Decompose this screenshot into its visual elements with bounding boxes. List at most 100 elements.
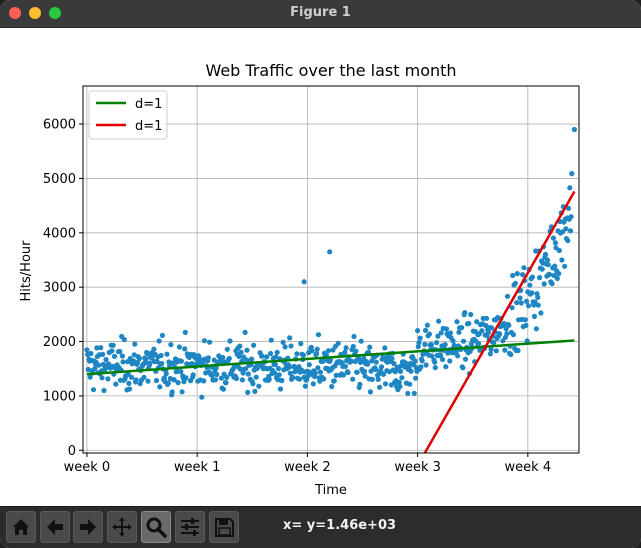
scatter-point [567, 185, 573, 191]
scatter-point [290, 375, 296, 381]
scatter-point [407, 381, 413, 387]
scatter-point [525, 303, 532, 309]
home-icon [13, 519, 29, 535]
scatter-point [396, 379, 402, 385]
zoom-window-button[interactable] [49, 7, 61, 19]
scatter-point [436, 318, 442, 324]
scatter-point [423, 362, 429, 368]
scatter-point [169, 389, 175, 395]
y-tick-label: 4000 [43, 226, 76, 241]
figure-canvas[interactable]: Web Traffic over the last month Time Hit… [0, 28, 641, 506]
scatter-point [220, 386, 226, 392]
scatter-point [350, 376, 356, 382]
scatter-point [120, 359, 126, 365]
scatter-point [438, 330, 444, 336]
scatter-point [380, 371, 387, 377]
scatter-point [503, 326, 509, 332]
scatter-point [439, 356, 446, 363]
scatter-point [153, 377, 160, 384]
title-bar: Figure 1 [0, 0, 641, 28]
move-icon [112, 517, 132, 537]
scatter-point [251, 342, 257, 348]
scatter-point [175, 380, 181, 386]
save-button[interactable] [209, 511, 239, 543]
scatter-point [468, 341, 474, 347]
scatter-point [523, 298, 530, 304]
scatter-point [565, 238, 571, 244]
scatter-point [418, 364, 424, 370]
scatter-point [358, 338, 364, 344]
scatter-point [233, 375, 240, 382]
scatter-point [226, 355, 232, 362]
close-window-button[interactable] [9, 7, 21, 19]
plot-svg[interactable]: Web Traffic over the last month Time Hit… [0, 28, 641, 506]
scatter-point [455, 353, 461, 359]
scatter-point [330, 347, 336, 353]
x-tick-label: week 2 [284, 460, 331, 475]
scatter-point [502, 347, 508, 353]
scatter-point [497, 331, 503, 337]
scatter-point [434, 340, 440, 346]
scatter-point [375, 376, 381, 382]
scatter-point [356, 355, 362, 361]
scatter-point [242, 329, 248, 335]
scatter-point [282, 344, 288, 350]
scatter-point [179, 389, 185, 395]
scatter-point [276, 372, 282, 378]
scatter-point [143, 356, 149, 362]
scatter-point [84, 347, 90, 353]
scatter-point [96, 362, 102, 368]
scatter-point [147, 360, 153, 366]
scatter-point [538, 310, 544, 316]
scatter-point [178, 368, 184, 375]
scatter-point [159, 360, 165, 367]
scatter-point [201, 378, 207, 384]
scatter-point [136, 355, 142, 362]
scatter-point [405, 390, 411, 396]
scatter-point [264, 354, 270, 360]
scatter-point [422, 341, 428, 347]
scatter-point [476, 341, 482, 347]
scatter-point [209, 372, 215, 379]
scatter-point [556, 247, 562, 254]
scatter-point [546, 271, 553, 278]
scatter-point [329, 383, 335, 390]
y-tick-label: 5000 [43, 172, 76, 187]
scatter-point [501, 321, 507, 327]
scatter-point [518, 300, 524, 306]
configure-subplots-button[interactable] [175, 511, 205, 543]
scatter-point [105, 376, 111, 382]
scatter-point [90, 387, 97, 393]
scatter-point [315, 365, 321, 371]
scatter-point [459, 325, 465, 331]
red-fit-line [423, 190, 576, 454]
scatter-point [268, 337, 274, 343]
pan-button[interactable] [107, 511, 137, 543]
scatter-point [539, 266, 545, 272]
cursor-coordinates: x= y=1.46e+03 [283, 518, 397, 533]
scatter-point [134, 359, 141, 366]
scatter-point [315, 332, 322, 338]
scatter-point [361, 368, 368, 374]
scatter-point [157, 384, 163, 390]
scatter-point [532, 299, 538, 305]
zoom-button[interactable] [141, 511, 171, 543]
scatter-point [537, 275, 543, 281]
scatter-point [212, 377, 219, 383]
scatter-point [417, 335, 423, 341]
scatter-point [110, 342, 116, 348]
scatter-point [545, 262, 551, 268]
scatter-point [249, 356, 255, 362]
scatter-point [100, 351, 106, 357]
scatter-point [450, 338, 456, 344]
scatter-point [367, 344, 373, 350]
scatter-point [460, 338, 467, 344]
scatter-point [190, 372, 196, 378]
home-button[interactable] [6, 511, 36, 543]
forward-button[interactable] [73, 511, 103, 543]
scatter-point [510, 272, 516, 279]
minimize-window-button[interactable] [29, 7, 41, 19]
scatter-point [88, 350, 94, 357]
scatter-point [468, 311, 474, 318]
back-button[interactable] [40, 511, 70, 543]
